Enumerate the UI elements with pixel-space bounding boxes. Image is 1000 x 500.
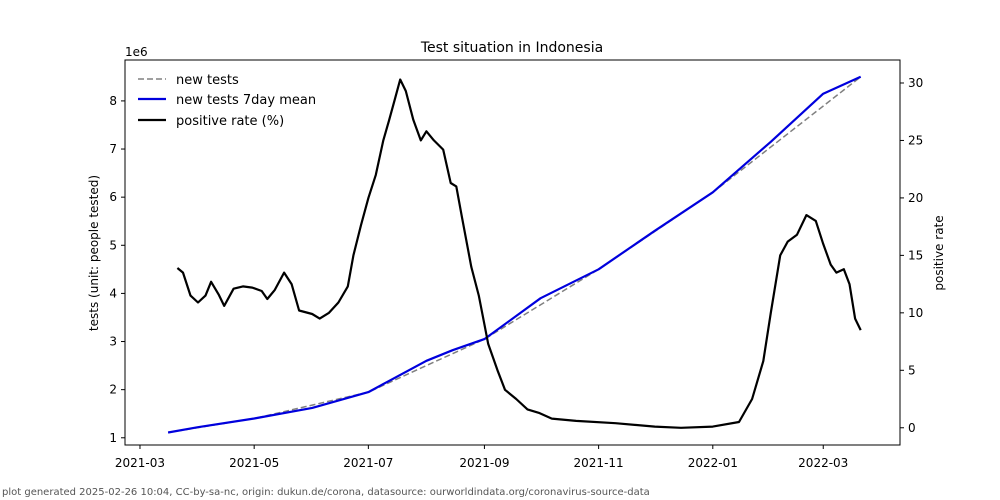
x-tick-label: 2022-03	[798, 456, 848, 470]
y-left-tick-label: 3	[109, 335, 117, 349]
y-axis-label-left: tests (unit: people tested)	[87, 175, 101, 331]
y-offset-label: 1e6	[125, 45, 148, 59]
y-right-tick-label: 5	[908, 363, 916, 377]
x-axis: 2021-03 2021-05 2021-07 2021-09 2021-11 2022-…	[115, 445, 848, 470]
x-tick-label: 2021-03	[115, 456, 165, 470]
legend-label-7day-mean: new tests 7day mean	[176, 93, 316, 108]
y-right-tick-label: 0	[908, 421, 916, 435]
y-right-tick-label: 20	[908, 191, 923, 205]
legend-label-new-tests: new tests	[176, 73, 239, 88]
y-left-tick-label: 6	[109, 190, 117, 204]
footer-credit: plot generated 2025-02-26 10:04, CC-by-s…	[2, 487, 650, 498]
plot-frame	[124, 59, 901, 446]
y-left-tick-label: 7	[109, 142, 117, 156]
y-right-tick-label: 15	[908, 248, 923, 262]
x-tick-label: 2021-09	[459, 456, 509, 470]
x-tick-label: 2021-07	[343, 456, 393, 470]
x-tick-label: 2022-01	[688, 456, 738, 470]
x-tick-label: 2021-11	[574, 456, 624, 470]
y-left-tick-label: 4	[109, 286, 117, 300]
y-left-tick-label: 5	[109, 238, 117, 252]
plot-area	[167, 75, 862, 434]
y-axis-right: 0 5 10 15 20 25 30	[900, 76, 923, 435]
y-right-tick-label: 10	[908, 306, 923, 320]
chart-title: Test situation in Indonesia	[420, 40, 603, 56]
legend-label-positive-rate: positive rate (%)	[176, 114, 284, 129]
y-right-tick-label: 30	[908, 76, 923, 90]
y-axis-left: 1 2 3 4 5 6 7 8	[109, 94, 125, 445]
y-left-tick-label: 2	[109, 383, 117, 397]
series-positive-rate	[176, 78, 862, 429]
y-axis-label-right: positive rate	[932, 215, 946, 290]
y-left-tick-label: 1	[109, 431, 117, 445]
y-left-tick-label: 8	[109, 94, 117, 108]
y-right-tick-label: 25	[908, 133, 923, 147]
legend: new tests new tests 7day mean positive r…	[138, 73, 316, 129]
x-tick-label: 2021-05	[229, 456, 279, 470]
series-new-tests	[167, 76, 862, 434]
series-new-tests-7day-mean	[167, 75, 862, 434]
